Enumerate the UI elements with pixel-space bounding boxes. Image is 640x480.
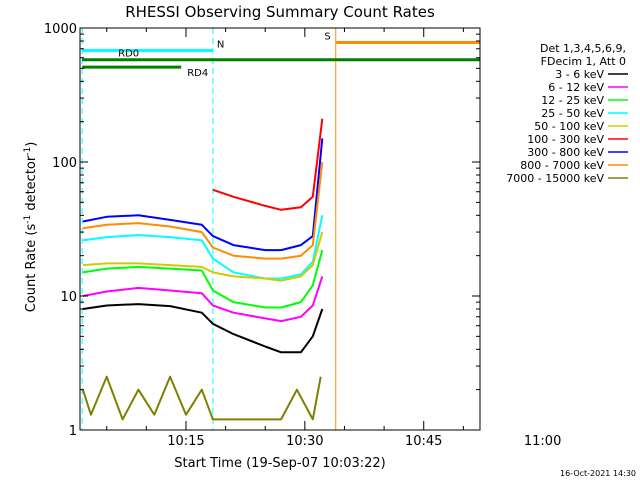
x-tick-label: 10:45 (405, 434, 442, 449)
series-line (82, 303, 324, 354)
x-tick-label: 10:30 (286, 434, 323, 449)
series-line (566, 296, 640, 320)
series-line (82, 138, 324, 252)
flag-label: N (217, 39, 224, 50)
y-axis-label-part: ) (24, 142, 39, 147)
plot-area: N S RD0 RD4 (81, 28, 640, 430)
series-line (566, 256, 640, 273)
legend-entry-label: 800 - 7000 keV (520, 159, 604, 172)
y-tick-label: 100 (52, 156, 77, 171)
series-line (566, 197, 640, 214)
series-line (566, 377, 640, 420)
series-line (82, 215, 324, 280)
plot-frame (79, 27, 481, 431)
chart-title: RHESSI Observing Summary Count Rates (125, 3, 435, 21)
series-line (81, 375, 322, 421)
series-line (212, 118, 324, 211)
legend-header: Det 1,3,4,5,6,9, (540, 42, 626, 55)
legend-entry-label: 300 - 800 keV (527, 146, 604, 159)
y-axis-label-superscript: -1 (23, 147, 33, 156)
flag-label: S (324, 31, 330, 42)
series-line (82, 161, 324, 260)
legend: Det 1,3,4,5,6,9,FDecim 1, Att 03 - 6 keV… (506, 42, 628, 185)
series-line (82, 276, 324, 323)
y-tick-label: 1000 (44, 22, 77, 37)
legend-entry-label: 3 - 6 keV (555, 68, 604, 81)
series-line (566, 256, 640, 269)
legend-entry-label: 7000 - 15000 keV (506, 172, 604, 185)
series-group (81, 28, 640, 430)
y-axis-label: Count Rate (s-1 detector-1) (23, 142, 39, 313)
legend-entry-label: 12 - 25 keV (541, 94, 604, 107)
legend-entry-label: 25 - 50 keV (541, 107, 604, 120)
series-line (566, 210, 640, 241)
series-line (566, 281, 640, 302)
legend-entry-label: 50 - 100 keV (534, 120, 604, 133)
footer-timestamp: 16-Oct-2021 14:30 (560, 469, 636, 478)
legend-entry-label: 100 - 300 keV (527, 133, 604, 146)
legend-header: FDecim 1, Att 0 (541, 55, 626, 68)
y-tick-label: 1 (69, 424, 77, 439)
series-line (566, 313, 640, 357)
flag-label: RD0 (118, 49, 139, 60)
y-axis-label-part: detector (24, 155, 39, 215)
flag-label: RD4 (187, 68, 208, 79)
y-axis-label-superscript: -1 (23, 215, 33, 224)
legend-entry-label: 6 - 12 keV (548, 81, 604, 94)
series-line (82, 231, 324, 282)
series-line (82, 249, 324, 309)
y-tick-label: 10 (60, 290, 77, 305)
x-tick-label: 10:15 (167, 434, 204, 449)
y-axis-label-part: Count Rate (s (24, 224, 39, 313)
x-tick-label: 11:00 (524, 434, 561, 449)
x-axis-label: Start Time (19-Sep-07 10:03:22) (174, 456, 385, 471)
